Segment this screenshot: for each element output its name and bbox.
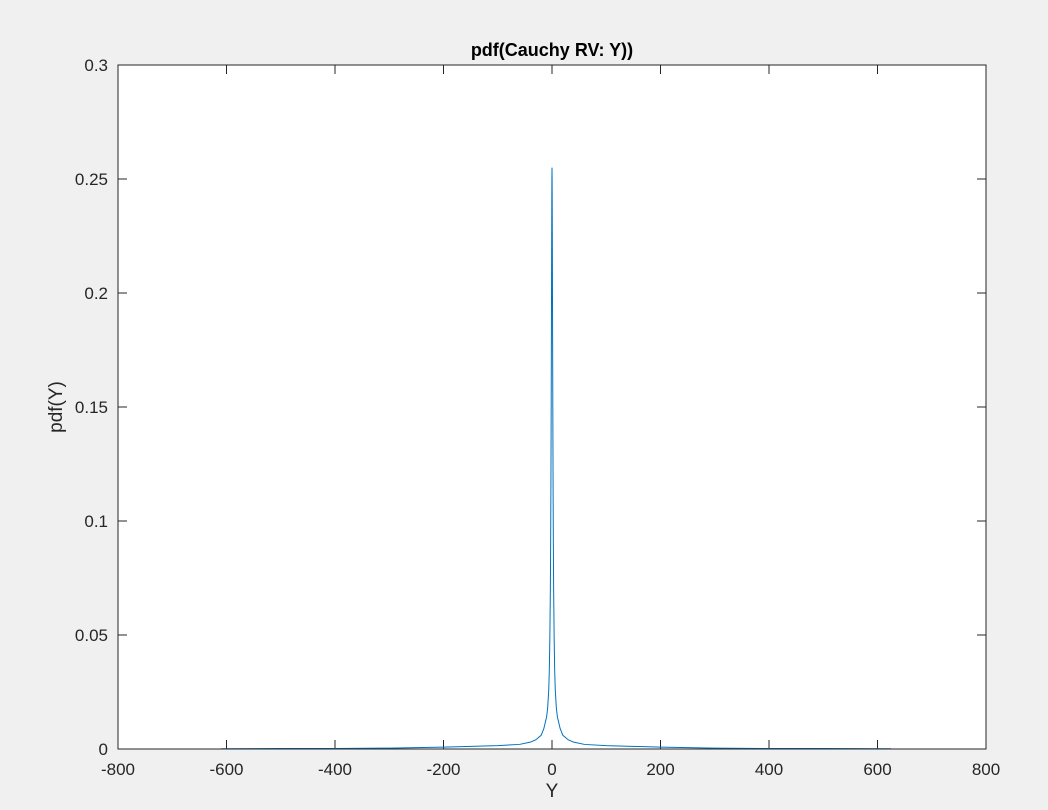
- x-tick-label: -600: [209, 760, 243, 779]
- y-tick-label: 0.2: [84, 284, 108, 303]
- x-tick-label: 200: [646, 760, 674, 779]
- series-line: [221, 167, 892, 750]
- x-tick-label: 0: [547, 760, 556, 779]
- x-tick-label: -200: [426, 760, 460, 779]
- x-tick-label: -800: [101, 760, 135, 779]
- x-tick-label: 800: [972, 760, 1000, 779]
- y-tick-label: 0.15: [75, 398, 108, 417]
- y-tick-label: 0.3: [84, 56, 108, 75]
- y-tick-label: 0: [99, 740, 108, 759]
- axes-box: [117, 64, 987, 750]
- x-tick-label: -400: [318, 760, 352, 779]
- x-tick-label: 600: [863, 760, 891, 779]
- y-axis-label: pdf(Y): [46, 381, 67, 433]
- y-tick-label: 0.05: [75, 626, 108, 645]
- x-axis-label: Y: [546, 781, 559, 802]
- tick-labels-layer: -800 -600 -400 -200 0 200 400 600 800 0 0.05 0.1 0.1…: [75, 56, 1000, 779]
- x-tick-label: 400: [755, 760, 783, 779]
- y-tick-label: 0.1: [84, 512, 108, 531]
- chart-title: pdf(Cauchy RV: Y)): [471, 40, 633, 60]
- y-tick-label: 0.25: [75, 170, 108, 189]
